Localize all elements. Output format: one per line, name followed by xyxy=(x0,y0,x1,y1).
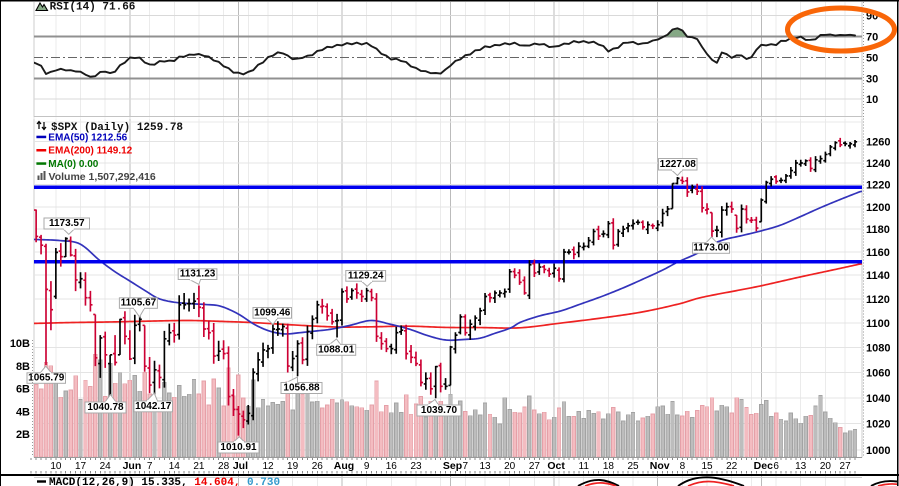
svg-text:1220: 1220 xyxy=(866,180,890,192)
svg-text:10: 10 xyxy=(866,94,878,106)
svg-text:Aug: Aug xyxy=(334,460,354,472)
svg-text:23: 23 xyxy=(410,461,422,472)
svg-text:MA(0) 0.00: MA(0) 0.00 xyxy=(48,159,98,170)
svg-text:1056.88: 1056.88 xyxy=(283,383,320,394)
svg-text:1160: 1160 xyxy=(866,247,890,259)
svg-text:1227.08: 1227.08 xyxy=(660,159,697,170)
svg-text:Sep: Sep xyxy=(443,460,462,472)
svg-text:1180: 1180 xyxy=(866,224,890,236)
svg-text:26: 26 xyxy=(312,461,324,472)
svg-text:22: 22 xyxy=(726,461,738,472)
svg-text:15: 15 xyxy=(701,461,713,472)
svg-text:1260: 1260 xyxy=(866,137,890,149)
svg-text:1000: 1000 xyxy=(866,445,890,457)
svg-text:1200: 1200 xyxy=(866,202,890,214)
svg-text:1039.70: 1039.70 xyxy=(421,405,458,416)
svg-text:EMA(50) 1212.56: EMA(50) 1212.56 xyxy=(48,132,127,143)
svg-text:50: 50 xyxy=(866,52,878,64)
svg-text:$SPX (Daily) 1259.78: $SPX (Daily) 1259.78 xyxy=(51,122,183,134)
svg-text:1140: 1140 xyxy=(866,270,890,282)
svg-text:18: 18 xyxy=(603,461,615,472)
svg-text:1131.23: 1131.23 xyxy=(180,269,216,280)
svg-text:MACD(12,26,9) 15.335, 14.604,: MACD(12,26,9) 15.335, 14.604, 0.730 xyxy=(49,477,280,486)
svg-text:Volume 1,507,292,416: Volume 1,507,292,416 xyxy=(49,171,156,183)
svg-text:RSI(14) 71.66: RSI(14) 71.66 xyxy=(50,2,136,14)
svg-text:27: 27 xyxy=(529,461,541,472)
svg-text:20: 20 xyxy=(504,461,516,472)
svg-text:Jun: Jun xyxy=(123,460,142,472)
svg-text:28: 28 xyxy=(218,461,230,472)
svg-text:25: 25 xyxy=(627,461,639,472)
svg-text:1173.57: 1173.57 xyxy=(49,218,85,229)
svg-text:1040: 1040 xyxy=(866,393,890,405)
svg-text:7: 7 xyxy=(147,461,153,472)
svg-text:1020: 1020 xyxy=(866,419,890,431)
svg-text:20: 20 xyxy=(820,461,832,472)
svg-text:EMA(200) 1149.12: EMA(200) 1149.12 xyxy=(48,146,132,157)
svg-text:1060: 1060 xyxy=(866,367,890,379)
svg-text:10B: 10B xyxy=(10,338,30,350)
svg-text:14: 14 xyxy=(169,461,181,472)
svg-text:1010.91: 1010.91 xyxy=(220,442,257,453)
svg-text:1088.01: 1088.01 xyxy=(318,345,355,356)
svg-text:8: 8 xyxy=(680,461,686,472)
svg-text:1042.17: 1042.17 xyxy=(135,401,172,412)
svg-text:1105.67: 1105.67 xyxy=(121,298,157,309)
svg-text:70: 70 xyxy=(866,32,878,44)
svg-text:10: 10 xyxy=(50,461,62,472)
svg-text:8B: 8B xyxy=(16,361,30,373)
svg-text:27: 27 xyxy=(840,461,852,472)
svg-text:21: 21 xyxy=(193,461,205,472)
svg-text:1099.46: 1099.46 xyxy=(254,307,291,318)
svg-text:1040.78: 1040.78 xyxy=(87,402,124,413)
svg-text:24: 24 xyxy=(100,461,112,472)
svg-text:1100: 1100 xyxy=(866,318,890,330)
svg-text:2B: 2B xyxy=(16,429,30,441)
svg-text:12: 12 xyxy=(262,461,274,472)
svg-text:13: 13 xyxy=(795,461,807,472)
svg-text:6: 6 xyxy=(773,461,779,472)
svg-text:9: 9 xyxy=(364,461,370,472)
svg-text:1173.00: 1173.00 xyxy=(693,243,729,254)
svg-text:6B: 6B xyxy=(16,384,30,396)
svg-text:13: 13 xyxy=(479,461,491,472)
svg-text:17: 17 xyxy=(75,461,87,472)
svg-text:4B: 4B xyxy=(16,406,30,418)
svg-text:1120: 1120 xyxy=(866,294,890,306)
svg-text:30: 30 xyxy=(866,73,878,85)
svg-text:1240: 1240 xyxy=(866,158,890,170)
svg-text:1080: 1080 xyxy=(866,342,890,354)
svg-text:1065.79: 1065.79 xyxy=(28,373,65,384)
svg-text:11: 11 xyxy=(579,461,590,472)
svg-text:1129.24: 1129.24 xyxy=(348,270,384,281)
svg-text:Jul: Jul xyxy=(233,460,248,472)
svg-text:16: 16 xyxy=(386,461,398,472)
svg-text:19: 19 xyxy=(287,461,299,472)
svg-text:Nov: Nov xyxy=(650,460,670,472)
svg-text:7: 7 xyxy=(463,461,469,472)
svg-text:Oct: Oct xyxy=(547,460,565,472)
svg-text:Dec: Dec xyxy=(754,460,773,472)
